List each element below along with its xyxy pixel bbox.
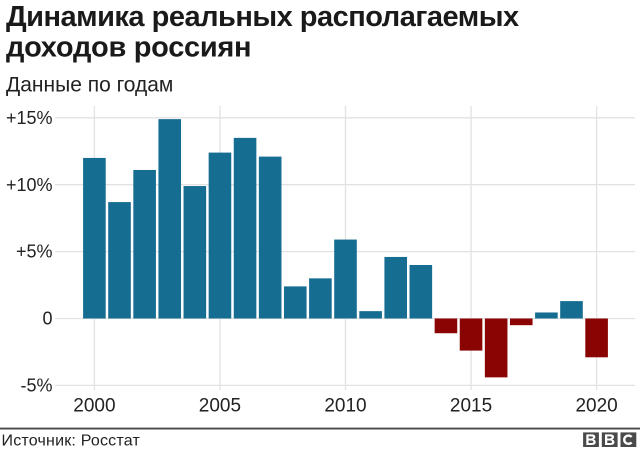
svg-text:+15%: +15%	[6, 108, 53, 128]
svg-text:+10%: +10%	[6, 175, 53, 195]
svg-text:доходов россиян: доходов россиян	[6, 32, 251, 64]
svg-text:2010: 2010	[324, 396, 366, 417]
svg-text:Данные по годам: Данные по годам	[6, 74, 173, 97]
svg-text:2000: 2000	[73, 396, 115, 417]
svg-text:2015: 2015	[450, 396, 492, 417]
svg-text:Динамика реальных располагаемы: Динамика реальных располагаемых	[6, 1, 519, 33]
svg-text:2020: 2020	[575, 396, 617, 417]
svg-text:Источник: Росстат: Источник: Росстат	[2, 433, 141, 450]
svg-text:-5%: -5%	[20, 376, 52, 396]
svg-text:+5%: +5%	[16, 242, 53, 262]
svg-text:0: 0	[42, 309, 52, 329]
svg-text:2005: 2005	[199, 396, 241, 417]
